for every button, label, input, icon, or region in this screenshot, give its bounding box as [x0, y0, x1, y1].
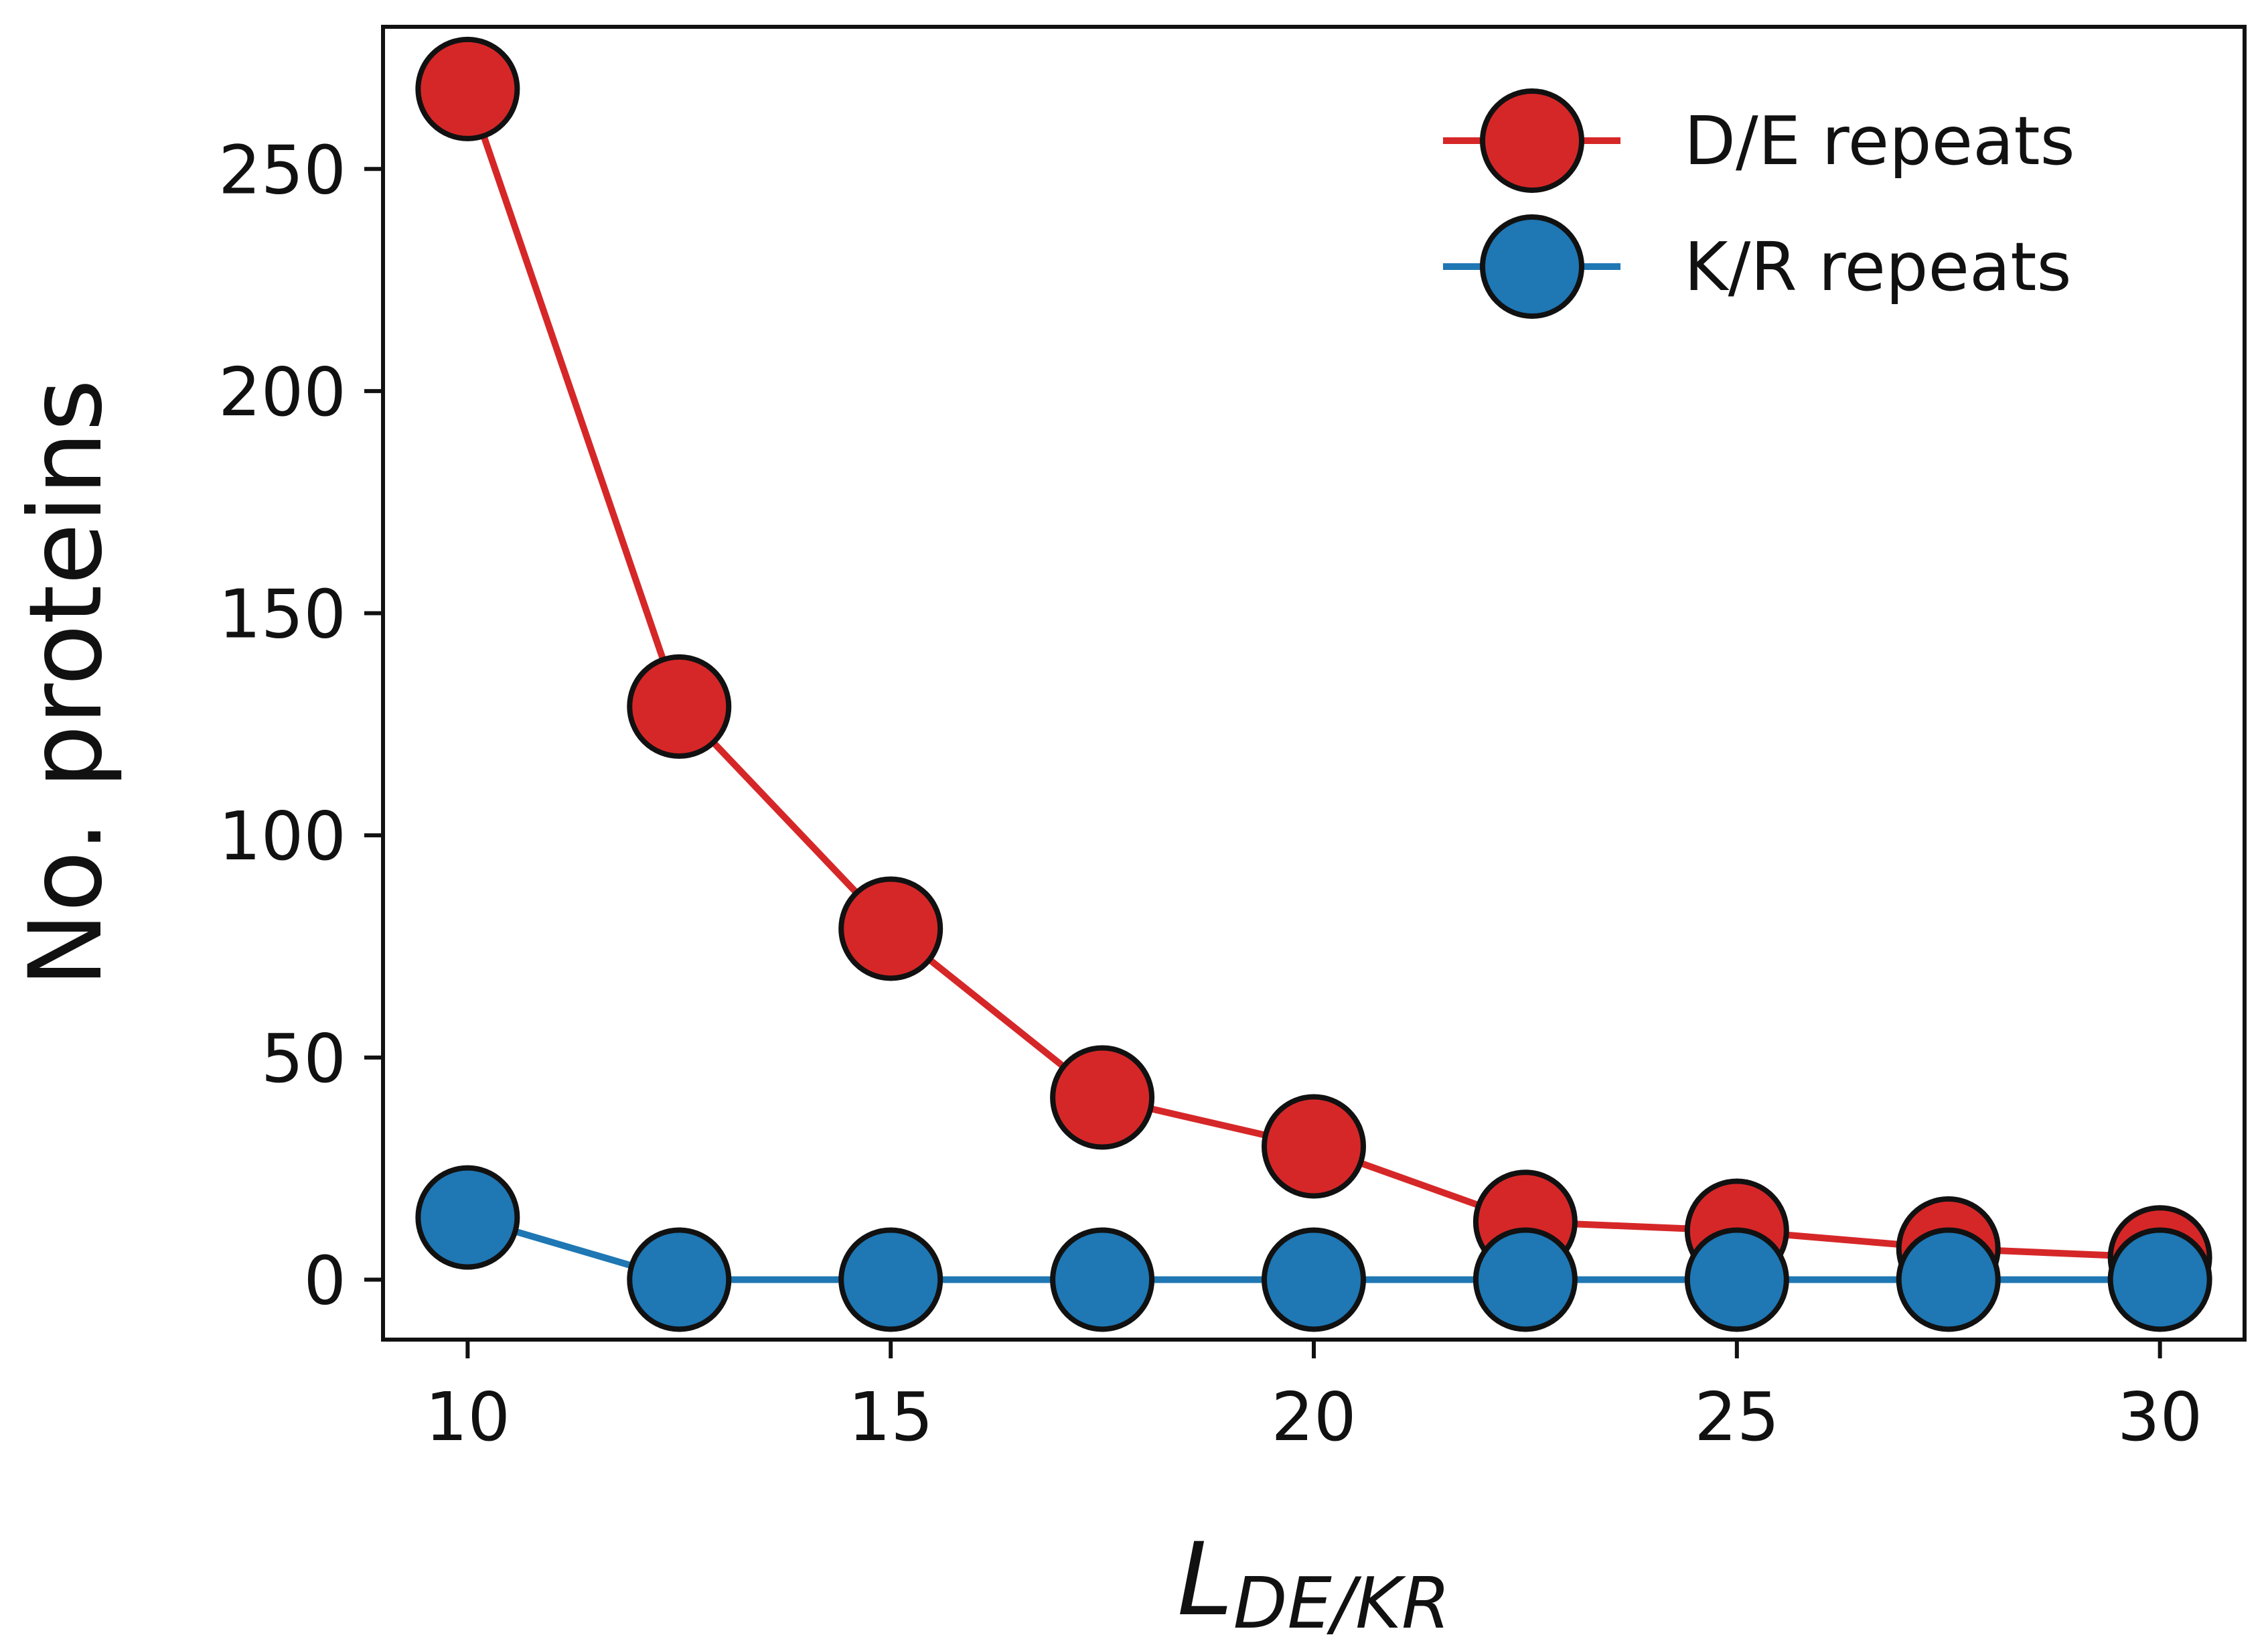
legend-label-de-repeats: D/E repeats: [1684, 102, 2075, 180]
x-axis-title: LDE/KR: [1177, 1522, 1450, 1637]
data-point-k-r-repeats: [627, 1227, 732, 1332]
legend: D/E repeats K/R repeats: [1443, 88, 2075, 319]
y-tick-label: 100: [218, 797, 346, 875]
y-tick-label: 50: [261, 1019, 346, 1098]
x-tick-label: 30: [2117, 1378, 2202, 1456]
data-point-k-r-repeats: [415, 1165, 520, 1270]
data-point-d-e-repeats: [838, 876, 943, 981]
y-tick-label: 250: [218, 131, 346, 209]
y-tick-label: 200: [218, 353, 346, 431]
x-axis-title-subscript: DE/KR: [1233, 1563, 1450, 1637]
data-point-d-e-repeats: [415, 36, 520, 141]
data-point-d-e-repeats: [1050, 1045, 1155, 1150]
data-point-d-e-repeats: [1262, 1094, 1366, 1199]
x-tick-label: 20: [1271, 1378, 1356, 1456]
data-point-k-r-repeats: [1896, 1227, 2001, 1332]
y-axis: 0 50 100 150 200 250: [218, 131, 383, 1320]
x-tick-label: 25: [1694, 1378, 1779, 1456]
x-tick-label: 10: [425, 1378, 510, 1456]
y-tick-label: 0: [303, 1241, 346, 1320]
series-k-r-repeats: [415, 1165, 2212, 1332]
legend-marker-de-repeats: [1480, 88, 1584, 193]
data-point-k-r-repeats: [2107, 1227, 2212, 1332]
x-axis: 10 15 20 25 30: [425, 1340, 2202, 1456]
x-axis-title-main: L: [1177, 1522, 1233, 1637]
legend-item-de-repeats: D/E repeats: [1443, 88, 2075, 193]
legend-label-kr-repeats: K/R repeats: [1684, 228, 2072, 306]
legend-marker-kr-repeats: [1480, 214, 1584, 319]
y-tick-label: 150: [218, 575, 346, 654]
data-point-k-r-repeats: [1684, 1227, 1789, 1332]
x-tick-label: 15: [848, 1378, 933, 1456]
data-point-k-r-repeats: [1472, 1227, 1578, 1332]
data-point-k-r-repeats: [1262, 1227, 1366, 1332]
legend-item-kr-repeats: K/R repeats: [1443, 214, 2072, 319]
data-point-k-r-repeats: [838, 1227, 943, 1332]
data-point-d-e-repeats: [627, 654, 732, 759]
data-point-k-r-repeats: [1050, 1227, 1155, 1332]
series-layer: [415, 36, 2212, 1332]
y-axis-title: No. proteins: [8, 379, 125, 987]
